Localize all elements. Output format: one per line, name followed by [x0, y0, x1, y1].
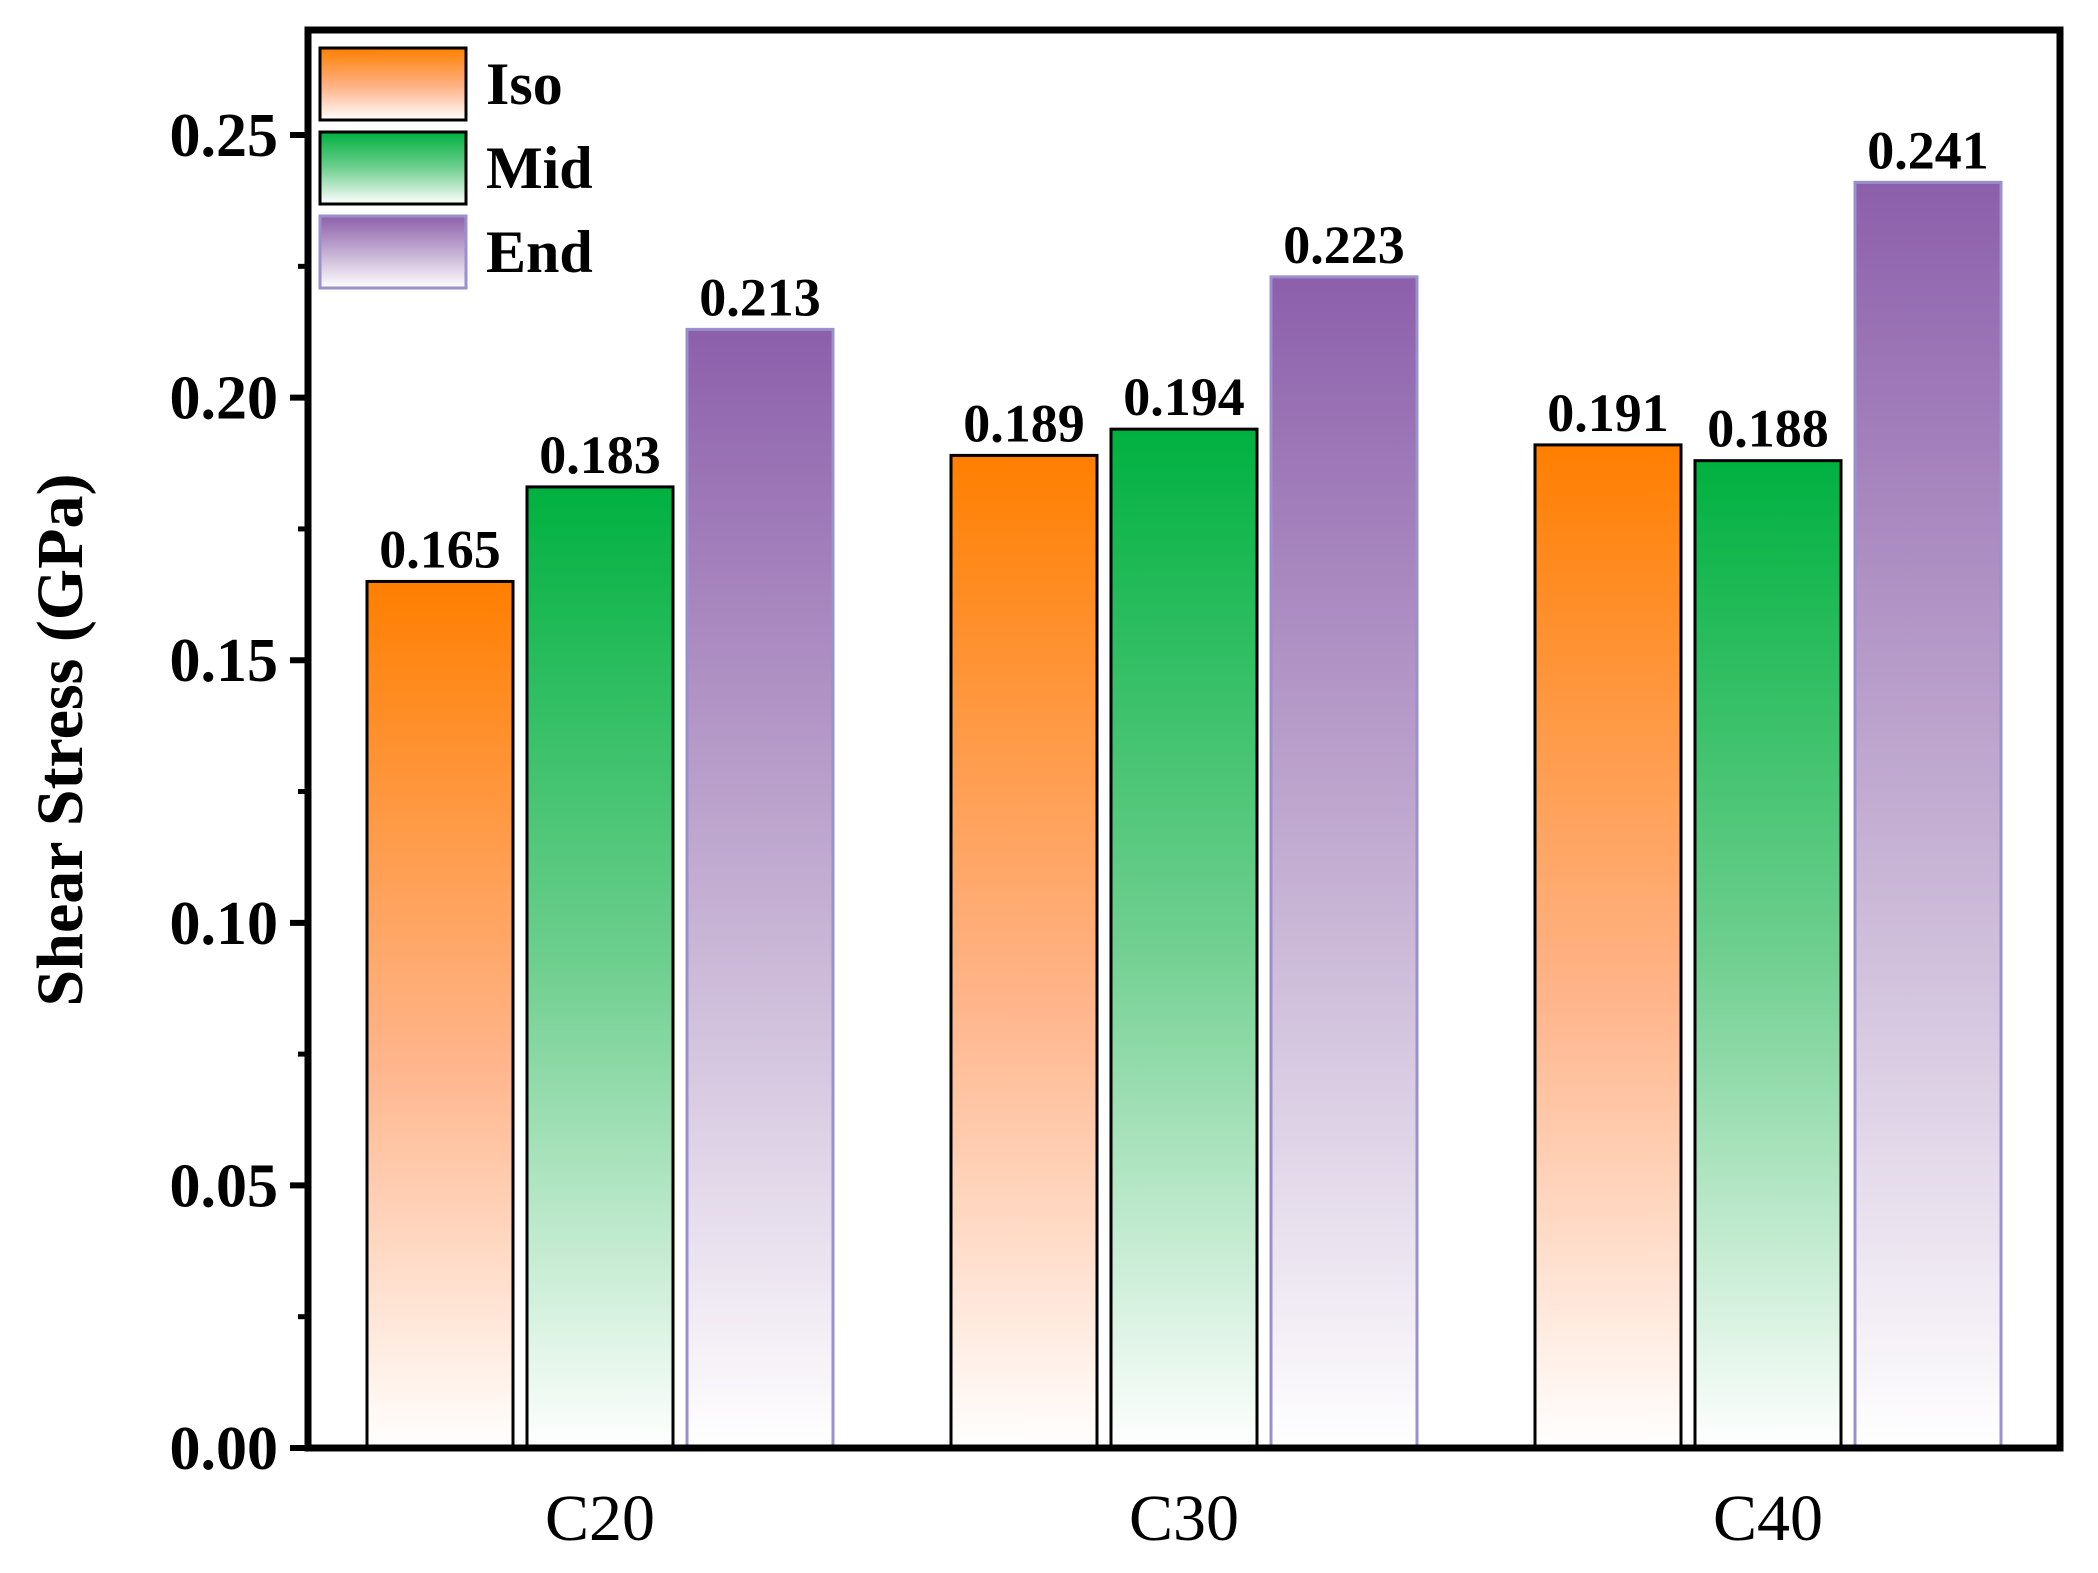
y-tick-label: 0.10 — [170, 890, 279, 958]
legend-swatch-iso — [318, 46, 468, 122]
data-label-end-c30: 0.223 — [1283, 215, 1405, 275]
legend-label-iso: Iso — [486, 51, 563, 117]
y-tick-label: 0.25 — [170, 102, 279, 170]
data-label-mid-c30: 0.194 — [1123, 367, 1245, 427]
x-tick-label-c20: C20 — [545, 1482, 655, 1555]
data-label-mid-c40: 0.188 — [1707, 399, 1829, 459]
bar-iso-c30 — [949, 453, 1099, 1450]
x-tick-label-c40: C40 — [1713, 1482, 1823, 1555]
y-axis: 0.00 0.05 0.10 0.15 0.20 0.25 — [170, 102, 308, 1483]
legend-label-mid: Mid — [486, 135, 593, 201]
data-label-iso-c30: 0.189 — [963, 393, 1085, 453]
y-axis-title: Shear Stress (GPa) — [24, 474, 97, 1007]
y-tick-label: 0.15 — [170, 627, 279, 695]
bar-mid-c20 — [525, 485, 675, 1450]
data-label-mid-c20: 0.183 — [539, 425, 661, 485]
bar-mid-c30 — [1109, 427, 1259, 1450]
y-tick-label: 0.00 — [170, 1415, 279, 1483]
bar-iso-c20 — [365, 579, 515, 1450]
x-tick-label-c30: C30 — [1129, 1482, 1239, 1555]
y-tick-label: 0.05 — [170, 1152, 279, 1220]
legend: Iso Mid End — [318, 46, 593, 290]
legend-swatch-mid — [318, 130, 468, 206]
bars-layer — [365, 180, 2003, 1450]
x-axis: C20 C30 C40 — [545, 1482, 1823, 1555]
bar-iso-c40 — [1533, 443, 1683, 1450]
data-label-iso-c20: 0.165 — [379, 519, 501, 579]
bar-end-c20 — [685, 327, 835, 1450]
legend-label-end: End — [486, 219, 593, 285]
bar-end-c40 — [1853, 180, 2003, 1450]
data-label-iso-c40: 0.191 — [1547, 383, 1669, 443]
data-label-end-c20: 0.213 — [699, 267, 821, 327]
data-labels-layer: 0.165 0.183 0.213 0.189 0.194 0.223 0.191 0.188… — [379, 120, 1989, 579]
legend-swatch-end — [318, 214, 468, 290]
plot-frame — [304, 26, 2064, 1452]
bar-mid-c40 — [1693, 459, 1843, 1450]
y-tick-label: 0.20 — [170, 365, 279, 433]
bar-end-c30 — [1269, 275, 1419, 1450]
data-label-end-c40: 0.241 — [1867, 120, 1989, 180]
